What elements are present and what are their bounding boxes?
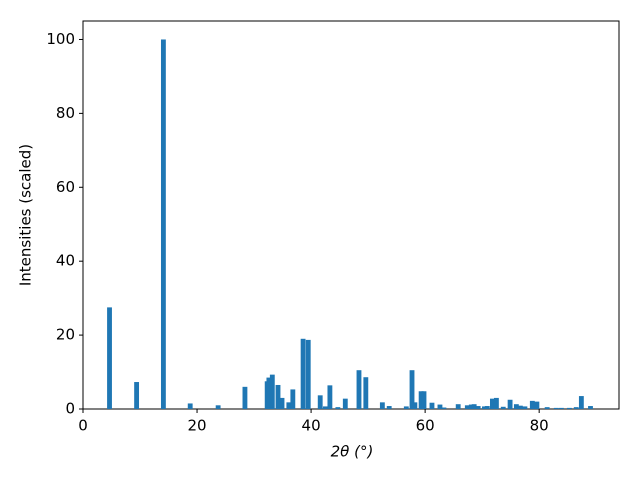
- bar: [522, 406, 528, 409]
- bar: [513, 404, 519, 409]
- bar: [464, 405, 470, 409]
- bar: [558, 407, 564, 409]
- y-tick-label: 80: [56, 104, 75, 122]
- bar: [553, 407, 559, 409]
- x-tick-label: 20: [187, 417, 206, 435]
- bar: [500, 406, 506, 409]
- bar: [286, 402, 292, 409]
- y-tick-label: 40: [56, 252, 75, 270]
- bar: [300, 338, 306, 409]
- bar: [471, 404, 477, 409]
- bar: [335, 407, 341, 409]
- y-tick-label: 100: [46, 30, 75, 48]
- bar: [578, 396, 584, 409]
- y-tick-label: 0: [65, 400, 75, 418]
- bar: [386, 406, 392, 409]
- bar: [279, 397, 285, 409]
- plot-frame: [82, 20, 620, 410]
- bar: [187, 403, 193, 409]
- y-axis-label: Intensities (scaled): [17, 144, 35, 286]
- bar: [455, 404, 461, 409]
- bar: [290, 389, 296, 409]
- x-axis-label: 2θ (°): [331, 443, 374, 461]
- bar: [475, 406, 481, 409]
- bar: [484, 406, 490, 409]
- y-tick-label: 20: [56, 326, 75, 344]
- bar: [269, 374, 275, 409]
- x-tick-label: 0: [78, 417, 88, 435]
- bar: [441, 407, 447, 409]
- bar: [242, 386, 248, 409]
- bar: [429, 402, 435, 409]
- bar: [482, 406, 487, 409]
- bar: [322, 406, 328, 409]
- bar: [327, 385, 333, 409]
- bar: [160, 39, 166, 409]
- bar: [317, 395, 323, 409]
- bar: [412, 402, 418, 409]
- bar: [544, 407, 550, 409]
- bar: [507, 399, 513, 409]
- bar: [493, 397, 499, 409]
- bar: [468, 404, 474, 409]
- bar: [418, 391, 424, 409]
- bar: [588, 406, 593, 409]
- bar: [421, 391, 427, 409]
- x-tick-label: 80: [530, 417, 549, 435]
- bar: [573, 407, 579, 409]
- bar: [517, 405, 523, 409]
- bar: [437, 404, 443, 409]
- bar: [305, 339, 311, 409]
- bar: [529, 400, 535, 409]
- bar: [363, 377, 369, 409]
- bar: [403, 406, 409, 409]
- bar: [356, 370, 362, 409]
- y-tick-label: 60: [56, 178, 75, 196]
- bar: [275, 384, 281, 409]
- bar: [489, 398, 495, 409]
- bar: [534, 401, 540, 409]
- bar: [107, 307, 112, 409]
- x-tick-label: 40: [302, 417, 321, 435]
- bar: [379, 402, 385, 409]
- bar: [566, 407, 572, 409]
- bar: [266, 377, 272, 409]
- bar: [409, 370, 415, 409]
- bar: [342, 398, 348, 409]
- bar: [134, 382, 140, 409]
- x-tick-label: 60: [416, 417, 435, 435]
- bar: [215, 405, 221, 409]
